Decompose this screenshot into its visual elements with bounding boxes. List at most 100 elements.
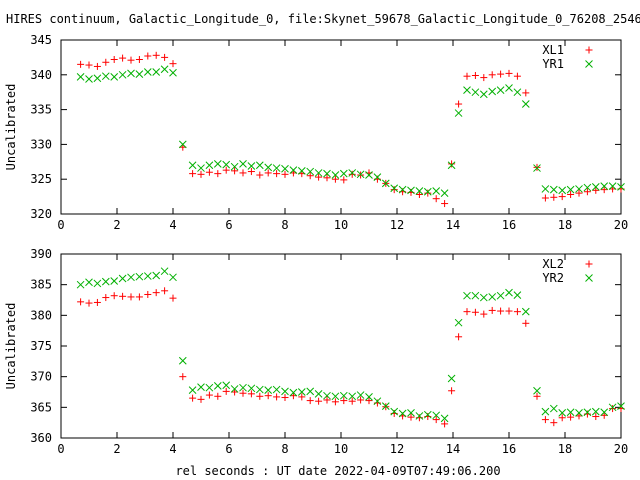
data-point bbox=[152, 289, 160, 297]
data-point bbox=[440, 414, 449, 423]
data-point bbox=[144, 52, 152, 60]
data-point bbox=[247, 390, 255, 398]
data-point bbox=[127, 56, 135, 64]
data-point bbox=[85, 278, 93, 287]
data-point bbox=[357, 396, 365, 404]
data-point bbox=[214, 170, 222, 178]
data-point bbox=[119, 292, 127, 300]
data-point bbox=[152, 271, 161, 280]
data-point bbox=[533, 386, 541, 395]
data-point bbox=[496, 291, 505, 300]
data-point bbox=[522, 319, 530, 327]
data-point bbox=[273, 170, 281, 178]
data-point bbox=[390, 184, 399, 193]
data-point bbox=[143, 272, 152, 280]
data-point bbox=[281, 170, 289, 178]
data-point bbox=[306, 167, 315, 176]
data-point bbox=[608, 182, 617, 191]
x-tick-label: 0 bbox=[57, 442, 64, 456]
data-point bbox=[521, 307, 530, 316]
y-tick-label: 360 bbox=[30, 431, 52, 445]
data-point bbox=[281, 387, 289, 396]
data-point bbox=[297, 388, 306, 396]
data-point bbox=[247, 168, 255, 176]
data-point bbox=[381, 402, 390, 410]
data-point bbox=[356, 170, 365, 179]
y-tick-label: 365 bbox=[30, 400, 52, 414]
legend-label: YR1 bbox=[542, 57, 564, 71]
data-point bbox=[415, 191, 423, 199]
series-XL1 bbox=[77, 51, 625, 208]
data-point bbox=[93, 279, 102, 288]
data-point bbox=[314, 169, 323, 177]
data-point bbox=[455, 100, 463, 108]
data-point bbox=[264, 169, 272, 177]
data-point bbox=[407, 186, 415, 195]
data-point bbox=[118, 70, 127, 79]
data-point bbox=[272, 164, 281, 172]
data-point bbox=[591, 183, 600, 191]
data-point bbox=[567, 191, 575, 199]
data-point bbox=[213, 160, 222, 168]
data-point bbox=[583, 408, 592, 417]
x-tick-label: 10 bbox=[334, 442, 348, 456]
data-point bbox=[264, 163, 273, 172]
series-YR2 bbox=[76, 267, 625, 423]
x-tick-label: 10 bbox=[334, 218, 348, 232]
data-point bbox=[471, 88, 480, 97]
data-point bbox=[161, 53, 169, 61]
data-point bbox=[373, 173, 382, 181]
data-point bbox=[127, 69, 135, 78]
data-point bbox=[567, 413, 575, 421]
data-point bbox=[365, 393, 373, 401]
data-point bbox=[549, 404, 558, 413]
data-point bbox=[127, 293, 135, 301]
legend-label: XL2 bbox=[542, 257, 564, 271]
data-point bbox=[197, 383, 205, 391]
x-axis-label: rel seconds : UT date 2022-04-09T07:49:0… bbox=[175, 464, 500, 478]
data-point bbox=[513, 72, 521, 80]
data-point bbox=[281, 394, 289, 402]
data-point bbox=[549, 185, 558, 194]
data-point bbox=[513, 308, 521, 316]
data-point bbox=[264, 386, 273, 395]
data-point bbox=[188, 386, 197, 395]
legend-marker bbox=[585, 274, 593, 282]
data-point bbox=[197, 170, 205, 178]
data-point bbox=[76, 280, 85, 289]
x-tick-label: 0 bbox=[57, 218, 64, 232]
data-point bbox=[505, 307, 513, 315]
data-point bbox=[256, 171, 264, 179]
data-point bbox=[110, 73, 119, 81]
data-point bbox=[85, 75, 93, 83]
legend-marker bbox=[585, 60, 593, 68]
data-point bbox=[152, 51, 160, 59]
data-point bbox=[213, 382, 222, 390]
data-point bbox=[289, 392, 297, 400]
data-point bbox=[432, 187, 441, 195]
data-point bbox=[101, 72, 110, 81]
data-point bbox=[522, 89, 530, 97]
data-point bbox=[356, 391, 365, 399]
data-point bbox=[575, 189, 583, 197]
data-point bbox=[407, 413, 415, 421]
y-tick-label: 340 bbox=[30, 68, 52, 82]
chart-title: HIRES continuum, Galactic_Longitude_0, f… bbox=[6, 12, 640, 26]
data-point bbox=[471, 71, 479, 79]
data-point bbox=[231, 388, 239, 396]
y-tick-label: 325 bbox=[30, 172, 52, 186]
data-point bbox=[432, 411, 441, 420]
data-point bbox=[152, 68, 161, 76]
data-point bbox=[323, 391, 331, 400]
series-XL2 bbox=[77, 287, 625, 428]
data-point bbox=[447, 374, 456, 383]
bottom-panel: 0 2 4 6 8 10 12 14 16 18 20 360 365 370 375 380 385 390 Un… bbox=[4, 247, 628, 456]
data-point bbox=[558, 408, 567, 417]
data-point bbox=[102, 58, 110, 66]
x-tick-label: 20 bbox=[614, 442, 628, 456]
data-point bbox=[298, 393, 306, 401]
data-point bbox=[222, 381, 231, 390]
data-point bbox=[205, 161, 214, 170]
data-point bbox=[77, 298, 85, 306]
data-point bbox=[541, 407, 550, 416]
